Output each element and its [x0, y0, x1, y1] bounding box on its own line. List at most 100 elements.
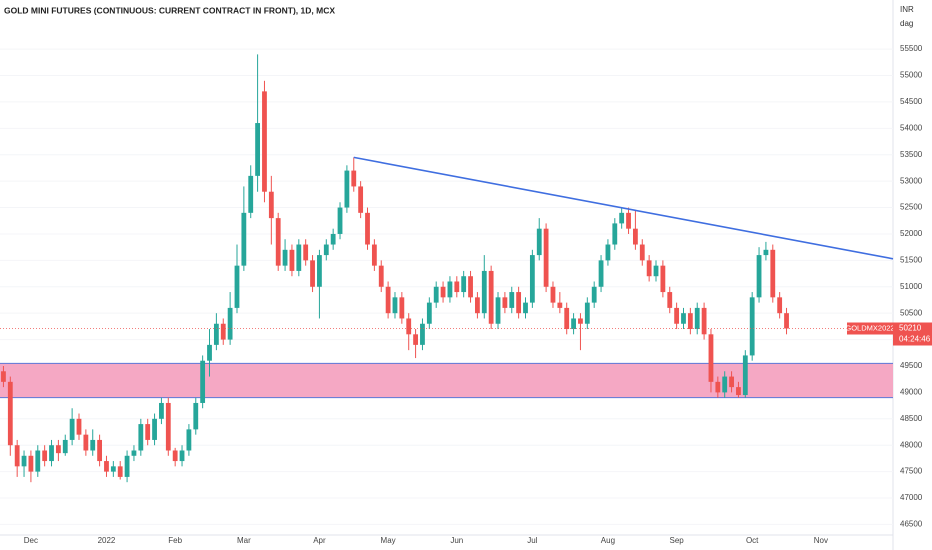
x-tick-label: 2022: [98, 536, 116, 545]
candle-body: [516, 292, 522, 314]
candle-body: [317, 255, 322, 287]
candle-body: [378, 265, 384, 287]
candle-body: [639, 244, 645, 261]
candle-body: [97, 439, 103, 462]
candle-body: [612, 223, 618, 245]
y-tick-label: 49500: [900, 361, 923, 370]
candle-body: [694, 307, 700, 330]
candle-body: [749, 297, 755, 356]
candle-body: [213, 323, 219, 345]
countdown-label: 04:24:46: [899, 335, 931, 344]
candle-body: [296, 244, 302, 271]
candle-body: [433, 286, 439, 303]
y-tick-label: 47500: [900, 467, 923, 476]
candle-body: [392, 297, 398, 314]
candle-body: [385, 286, 391, 314]
candle-body: [145, 424, 151, 440]
candle-body: [660, 265, 666, 293]
candle-body: [76, 418, 82, 435]
y-tick-label: 53500: [900, 150, 923, 159]
candle-body: [49, 445, 54, 462]
candle-body: [35, 450, 41, 472]
candle-body: [323, 244, 329, 256]
y-tick-label: 52000: [900, 229, 923, 238]
candle-body: [83, 434, 89, 451]
currency: INR: [900, 5, 914, 14]
trendline: [353, 156, 894, 260]
candle-body: [193, 402, 199, 430]
candle-body: [509, 292, 515, 308]
x-tick-label: Jul: [527, 536, 537, 545]
candle-body: [344, 170, 350, 208]
candle-body: [117, 466, 123, 477]
candle-body: [687, 313, 693, 330]
candle-body: [234, 265, 240, 308]
candle-body: [529, 255, 535, 303]
candle-body: [371, 244, 377, 266]
candle-body: [454, 281, 460, 293]
y-tick-label: 48500: [900, 414, 923, 423]
x-tick-label: Jun: [450, 536, 463, 545]
candle-body: [468, 276, 473, 298]
candle-body: [200, 360, 206, 403]
candle-body: [475, 297, 480, 314]
y-tick-label: 52500: [900, 203, 923, 212]
y-tick-label: 51500: [900, 255, 923, 264]
candle-body: [756, 255, 762, 298]
candle-body: [461, 276, 467, 293]
x-tick-label: May: [381, 536, 396, 545]
candle-body: [584, 302, 590, 324]
candle-body: [619, 212, 625, 224]
price-tag: [893, 322, 932, 346]
last-price-label: 50210: [899, 324, 922, 333]
y-tick-label: 46500: [900, 520, 923, 529]
candle-body: [653, 265, 659, 277]
candle-body: [736, 387, 741, 396]
candle-body: [406, 318, 412, 335]
candle-body: [152, 418, 157, 440]
candle-body: [591, 286, 597, 303]
y-tick-label: 51000: [900, 282, 923, 291]
x-tick-label: Sep: [670, 536, 685, 545]
candle-body: [598, 260, 604, 287]
candle-body: [543, 228, 549, 287]
candle-body: [255, 123, 261, 176]
candle-body: [262, 91, 267, 192]
candle-body: [578, 318, 583, 324]
candle-body: [28, 455, 34, 472]
support-zone: [0, 363, 893, 398]
y-tick-label: 49000: [900, 388, 923, 397]
candle-body: [289, 249, 295, 271]
symbol-tag: [847, 322, 893, 335]
x-tick-label: Feb: [168, 536, 182, 545]
candle-body: [69, 418, 75, 440]
candle-body: [481, 270, 487, 314]
candle-body: [557, 302, 563, 308]
candle-body: [708, 334, 714, 382]
candle-body: [420, 323, 425, 345]
chart-title: GOLD MINI FUTURES (CONTINUOUS: CURRENT C…: [4, 5, 335, 15]
candle-body: [777, 297, 783, 314]
candle-body: [138, 424, 144, 451]
candle-body: [207, 344, 212, 361]
candle-body: [399, 297, 405, 319]
candle-body: [124, 455, 130, 477]
candle-body: [667, 292, 673, 308]
candle-body: [626, 212, 631, 229]
candle-body: [770, 249, 776, 298]
y-tick-label: 54000: [900, 123, 923, 132]
candle-body: [282, 249, 288, 266]
candle-body: [351, 170, 357, 187]
candle-body: [21, 455, 27, 467]
candle-body: [784, 313, 789, 329]
candle-body: [42, 450, 48, 462]
candle-body: [722, 376, 728, 393]
unit: dag: [900, 19, 913, 28]
candle-body: [248, 175, 254, 213]
candle-body: [447, 281, 453, 298]
y-tick-label: 47000: [900, 493, 923, 502]
candle-body: [310, 260, 315, 287]
candle-body: [536, 228, 542, 256]
candle-body: [502, 297, 508, 308]
